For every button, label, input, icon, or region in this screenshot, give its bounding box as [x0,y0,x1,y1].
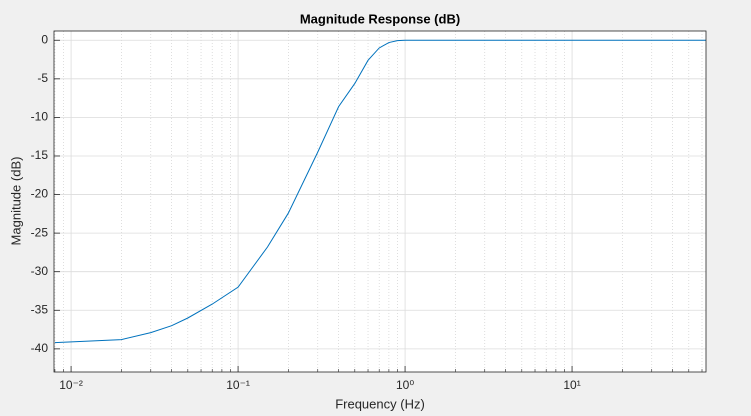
x-tick-label: 10⁰ [396,378,414,392]
plot-area [54,31,706,372]
y-tick-label: -30 [31,264,49,278]
y-tick-label: -25 [31,225,49,239]
y-tick-label: -20 [31,187,49,201]
y-tick-label: -10 [31,110,49,124]
x-tick-label: 10¹ [563,378,580,392]
x-axis-label: Frequency (Hz) [335,396,425,411]
y-tick-label: -40 [31,341,49,355]
axes-box [53,30,707,373]
y-axis-label: Magnitude (dB) [8,157,23,246]
y-tick-label: -35 [31,302,49,316]
data-line [54,39,706,344]
y-tick-label: -15 [31,148,49,162]
x-tick-label: 10⁻² [59,378,83,392]
chart-title: Magnitude Response (dB) [300,11,460,26]
y-tick-label: -5 [37,71,48,85]
x-tick-label: 10⁻¹ [226,378,250,392]
y-tick-label: 0 [41,32,48,46]
